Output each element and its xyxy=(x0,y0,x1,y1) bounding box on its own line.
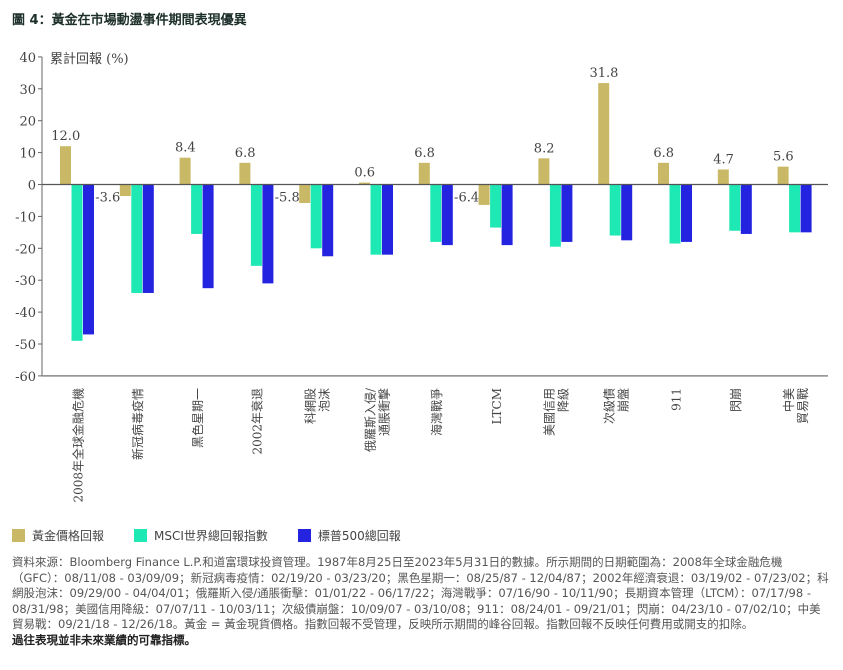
category-label: 俄羅斯入侵/ xyxy=(362,387,377,452)
bar-gold xyxy=(717,169,729,185)
category-label: 黑色星期一 xyxy=(191,388,205,448)
bar-msci xyxy=(430,184,442,242)
legend-swatch xyxy=(134,529,148,542)
legend-label: 黃金價格回報 xyxy=(32,529,105,543)
bar-sp500 xyxy=(202,184,214,289)
category-label: 閃崩 xyxy=(729,388,743,412)
data-label: -3.6 xyxy=(95,191,120,206)
footnote: 資料來源：Bloomberg Finance L.P.和道富環球投資管理。198… xyxy=(12,555,832,648)
bar-gold xyxy=(239,162,251,185)
bar-sp500 xyxy=(441,184,453,246)
bar-sp500 xyxy=(621,184,633,241)
bar-sp500 xyxy=(83,184,94,335)
bar-gold xyxy=(418,162,430,185)
y-tick-label: -10 xyxy=(15,210,36,225)
bar-sp500 xyxy=(561,184,573,242)
bar-gold xyxy=(60,146,71,185)
data-label: 6.8 xyxy=(653,146,674,161)
bar-gold xyxy=(119,184,131,196)
bar-msci xyxy=(71,184,83,341)
bar-sp500 xyxy=(142,184,154,293)
y-tick-label: -50 xyxy=(15,338,36,353)
bar-sp500 xyxy=(800,184,812,233)
legend: 黃金價格回報 MSCI世界總回報指數 標普500總回報 xyxy=(12,527,423,544)
bar-msci xyxy=(490,184,502,228)
category-label: 次級債 xyxy=(601,388,616,424)
bar-chart: 40 30 20 10 0 -10 -20 -30 -40 -50 -60 累計回報 (%) 12.0 2… xyxy=(15,51,828,503)
y-tick-label: -40 xyxy=(15,306,36,321)
bar-sp500 xyxy=(681,184,692,242)
source-note: 資料來源：Bloomberg Finance L.P.和道富環球投資管理。198… xyxy=(12,555,829,631)
bar-sp500 xyxy=(382,184,393,255)
bar-sp500 xyxy=(740,184,752,234)
data-label: 6.8 xyxy=(235,146,256,161)
legend-item: 黃金價格回報 xyxy=(12,527,104,544)
figure-title: 圖 4：黃金在市場動盪事件期間表現優異 xyxy=(12,13,247,28)
bar-msci xyxy=(789,184,801,233)
y-tick-label: 30 xyxy=(19,83,36,98)
bar-gold xyxy=(179,157,191,185)
y-tick-label: -60 xyxy=(15,370,36,385)
legend-swatch xyxy=(297,529,311,542)
category-label: 新冠病毒疫情 xyxy=(130,388,145,460)
category-label: 2002年衰退 xyxy=(250,388,265,455)
legend-label: 標普500總回報 xyxy=(317,529,401,543)
bar-msci xyxy=(669,184,681,244)
bar-msci xyxy=(191,184,203,234)
bar-sp500 xyxy=(501,184,513,246)
bar-gold xyxy=(538,158,550,185)
legend-item: MSCI世界總回報指數 xyxy=(134,527,268,544)
y-tick-label: 10 xyxy=(19,147,36,162)
category-label: LTCM xyxy=(490,388,504,424)
category-label: 泡沫 xyxy=(317,388,331,412)
bar-msci xyxy=(370,184,382,255)
data-label: -6.4 xyxy=(454,191,479,206)
y-tick-label: 20 xyxy=(19,115,36,130)
bar-gold xyxy=(299,184,311,204)
data-label: 0.6 xyxy=(354,166,375,181)
bar-sp500 xyxy=(262,184,274,284)
bar-gold xyxy=(658,162,669,185)
legend-item: 標普500總回報 xyxy=(297,527,401,544)
category-label: 科網股 xyxy=(303,388,317,424)
data-label: 8.2 xyxy=(534,141,555,156)
y-tick-label: -30 xyxy=(15,274,36,289)
category-label: 貿易戰 xyxy=(796,388,810,424)
bar-gold xyxy=(777,166,789,185)
bar-gold xyxy=(598,83,610,185)
category-label: 降級 xyxy=(557,388,571,412)
bar-msci xyxy=(549,184,561,247)
category-label: 中美 xyxy=(781,388,796,412)
legend-swatch xyxy=(12,529,25,542)
data-label: 31.8 xyxy=(589,66,618,81)
bar-msci xyxy=(250,184,262,266)
data-label: 8.4 xyxy=(175,141,196,156)
bar-msci xyxy=(609,184,621,236)
category-label: 2008年全球金融危機 xyxy=(70,388,85,503)
data-label: 12.0 xyxy=(51,129,80,144)
bar-msci xyxy=(310,184,322,249)
category-label: 美國信用 xyxy=(543,388,557,436)
y-tick-label: 0 xyxy=(28,179,36,194)
category-label: 崩盤 xyxy=(616,388,630,412)
bar-msci xyxy=(729,184,741,231)
y-tick-label: 40 xyxy=(19,51,36,66)
bar-sp500 xyxy=(322,184,334,257)
disclaimer: 過往表現並非未來業績的可靠指標。 xyxy=(12,632,196,647)
bar-msci xyxy=(131,184,143,293)
bar-gold xyxy=(359,182,370,185)
category-label: 911 xyxy=(669,388,683,411)
y-axis-label: 累計回報 (%) xyxy=(50,51,129,67)
category-label: 通脹衝擊 xyxy=(376,388,391,436)
y-tick-label: -20 xyxy=(15,242,36,257)
bar-gold xyxy=(478,184,490,205)
data-label: 6.8 xyxy=(414,146,435,161)
data-label: 4.7 xyxy=(713,153,734,168)
legend-label: MSCI世界總回報指數 xyxy=(154,529,268,543)
data-label: 5.6 xyxy=(773,150,794,165)
category-label: 海灣戰爭 xyxy=(429,388,444,436)
data-label: -5.8 xyxy=(275,191,300,206)
